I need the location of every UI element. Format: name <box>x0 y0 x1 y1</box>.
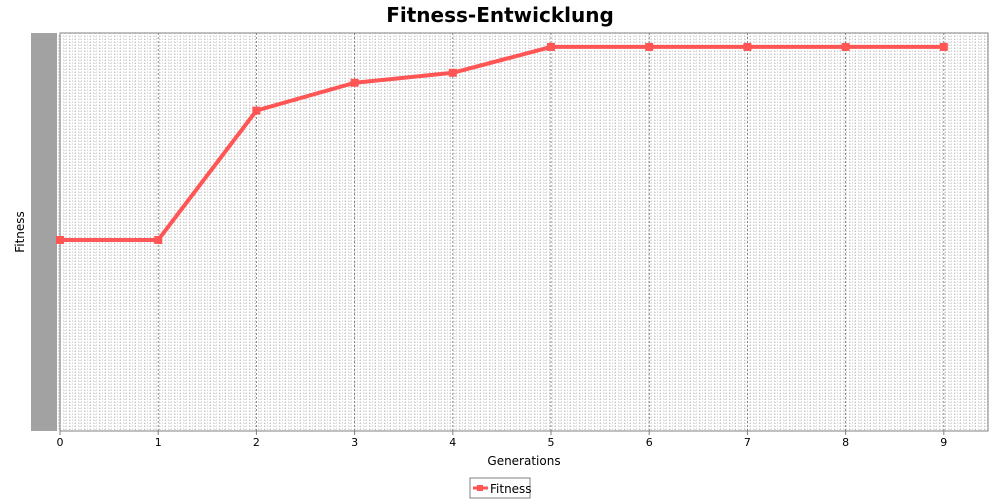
data-point <box>547 42 556 51</box>
x-axis-ticks: 0 1 2 3 4 5 6 7 8 9 <box>57 431 947 449</box>
grid <box>60 33 988 431</box>
legend-box <box>469 477 531 499</box>
x-tick-label: 9 <box>940 436 947 449</box>
y-axis-label: Fitness <box>13 211 27 253</box>
data-point <box>350 78 359 87</box>
series-fitness <box>56 42 948 244</box>
x-tick-label: 8 <box>842 436 849 449</box>
x-tick-label: 0 <box>57 436 64 449</box>
data-point <box>56 235 64 244</box>
series-line <box>60 44 944 242</box>
data-point <box>743 42 752 51</box>
x-tick-label: 4 <box>449 436 456 449</box>
legend: Fitness <box>469 477 532 499</box>
data-point <box>252 106 261 115</box>
x-tick-label: 2 <box>253 436 260 449</box>
x-tick-label: 6 <box>646 436 653 449</box>
data-point <box>154 235 163 244</box>
legend-marker <box>477 485 483 491</box>
data-point <box>939 42 948 51</box>
data-point <box>841 42 850 51</box>
x-tick-label: 3 <box>351 436 358 449</box>
x-axis-label: Generations <box>487 454 560 468</box>
data-point <box>448 68 457 77</box>
y-tick-labels-overlapping <box>31 33 57 431</box>
x-tick-label: 7 <box>744 436 751 449</box>
x-tick-label: 5 <box>548 436 555 449</box>
plot-area <box>60 33 988 431</box>
chart-title: Fitness-Entwicklung <box>386 3 614 27</box>
plot-border <box>59 32 989 432</box>
legend-label: Fitness <box>490 482 532 496</box>
y-axis-ticks <box>31 33 60 431</box>
data-point <box>645 42 654 51</box>
x-tick-label: 1 <box>155 436 162 449</box>
